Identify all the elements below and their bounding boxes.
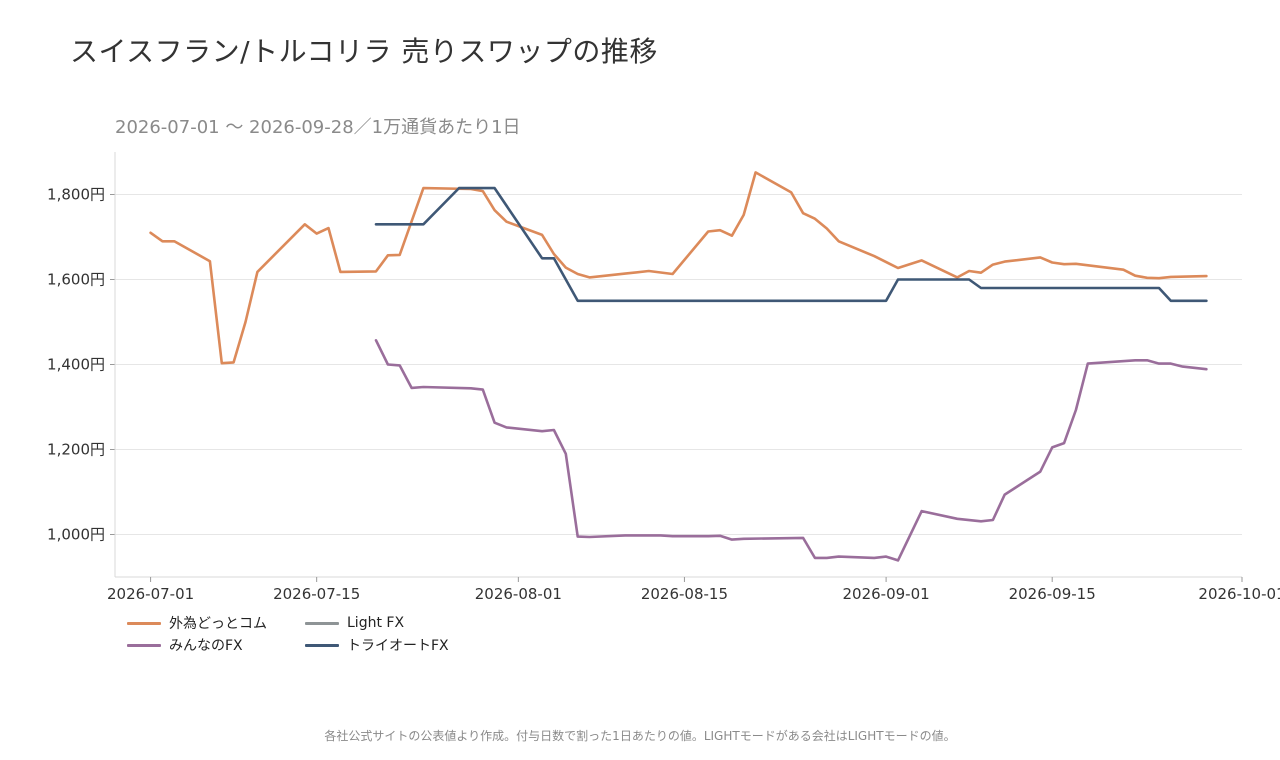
legend-item: トライオートFX xyxy=(305,634,483,656)
x-tick-label: 2026-08-15 xyxy=(641,585,728,603)
y-tick-label: 1,400円 xyxy=(47,356,105,374)
y-tick-label: 1,000円 xyxy=(47,526,105,544)
y-tick-label: 1,800円 xyxy=(47,186,105,204)
line-chart: 2026-07-01 2026-07-15 2026-08-01 2026-08-15… xyxy=(47,152,1280,603)
legend-item: 外為どっとコム xyxy=(127,612,305,634)
series-lines xyxy=(149,171,1208,562)
x-tick-label: 2026-09-01 xyxy=(843,585,930,603)
series-line xyxy=(149,171,1208,365)
legend-item: Light FX xyxy=(305,612,437,634)
legend-swatch xyxy=(127,643,161,647)
legend-label: みんなのFX xyxy=(169,638,243,654)
footnote: 各社公式サイトの公表値より作成。付与日数で割った1日あたりの値。LIGHTモード… xyxy=(324,729,956,743)
chart-subtitle: 2026-07-01 〜 2026-09-28／1万通貨あたり1日 xyxy=(115,117,521,138)
y-tick-label: 1,200円 xyxy=(47,441,105,459)
y-tick-labels: 1,000円 1,200円 1,400円 1,600円 1,800円 xyxy=(47,186,105,544)
legend-item: みんなのFX xyxy=(127,634,305,656)
legend-swatch xyxy=(305,643,339,647)
legend-swatch xyxy=(305,621,339,625)
series-line xyxy=(374,186,1208,303)
x-tick-labels: 2026-07-01 2026-07-15 2026-08-01 2026-08-15… xyxy=(107,585,1280,603)
chart-title: スイスフラン/トルコリラ 売りスワップの推移 xyxy=(70,35,658,68)
series-line xyxy=(374,339,1208,562)
x-tick-label: 2026-07-01 xyxy=(107,585,194,603)
legend-label: 外為どっとコム xyxy=(169,616,267,632)
x-tick-label: 2026-08-01 xyxy=(475,585,562,603)
legend-label: Light FX xyxy=(347,615,405,631)
x-tick-label: 2026-09-15 xyxy=(1009,585,1096,603)
legend: 外為どっとコム Light FX みんなのFX トライオートFX xyxy=(127,612,607,656)
y-tick-label: 1,600円 xyxy=(47,271,105,289)
x-tick-label: 2026-07-15 xyxy=(273,585,360,603)
x-tick-label: 2026-10-01 xyxy=(1198,585,1280,603)
legend-label: トライオートFX xyxy=(347,638,449,654)
axes xyxy=(110,152,1243,582)
grid-lines xyxy=(115,194,1242,535)
legend-swatch xyxy=(127,621,161,625)
